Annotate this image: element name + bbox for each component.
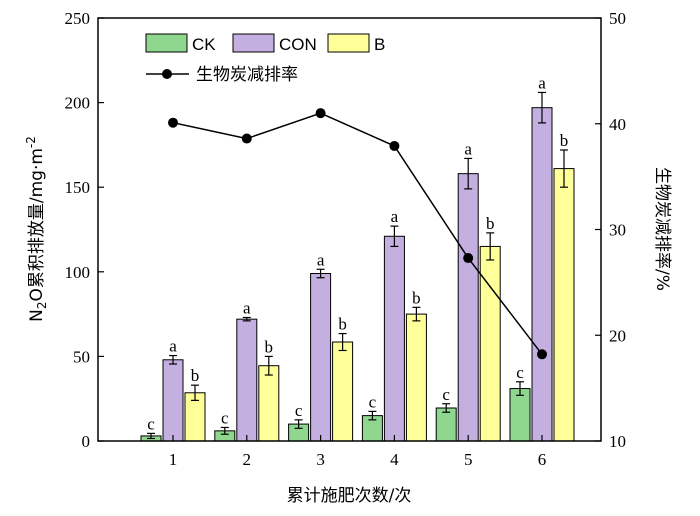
significance-label-ck: c [221,408,229,427]
y-left-tick-label: 200 [65,94,91,113]
y-axis-right-title: 生物炭减排率/% [652,167,672,291]
significance-label-ck: c [369,392,377,411]
bar-con [236,318,258,442]
significance-label-b: b [191,366,200,385]
significance-label-con: a [391,207,399,226]
significance-label-b: b [265,337,274,356]
legend-label-reduction: 生物炭减排率 [196,65,298,85]
y-left-tick-label: 150 [65,178,91,197]
significance-label-b: b [486,214,495,233]
y-left-tick-label: 250 [65,9,91,28]
significance-label-con: a [317,250,325,269]
bar-b [553,168,575,442]
reduction-point [537,349,547,360]
significance-label-ck: c [442,385,450,404]
significance-label-b: b [338,315,347,334]
bar-con [162,359,184,442]
x-tick-label: 2 [243,450,252,469]
legend-label-con: CON [279,35,317,54]
y-right-tick-label: 30 [609,221,626,240]
reduction-point [241,133,252,144]
legend-swatch-ck [145,33,188,53]
significance-label-ck: c [147,414,155,433]
significance-label-con: a [538,73,546,92]
legend-line-marker [162,69,172,79]
x-tick-label: 3 [316,450,325,469]
bar-ck [435,407,457,442]
bar-con [310,272,332,442]
significance-label-ck: c [295,401,303,420]
x-tick-label: 4 [390,450,399,469]
bar-b [258,365,280,442]
y-right-tick-label: 50 [609,9,626,28]
reduction-point [315,108,326,119]
bar-b [479,245,501,442]
bar-con [531,107,553,442]
significance-label-b: b [412,288,421,307]
reduction-point [389,140,400,151]
bar-con [383,235,405,442]
legend-label-ck: CK [192,35,216,54]
bar-ck [509,388,531,442]
significance-label-con: a [243,298,251,317]
significance-label-b: b [560,131,569,150]
x-axis-title: 累计施肥次数/次 [287,486,412,506]
legend-swatch-con [232,33,275,53]
legend-label-b: B [374,35,385,54]
y-left-tick-label: 50 [73,347,90,366]
x-tick-label: 1 [169,450,178,469]
reduction-line-layer [168,108,547,360]
y-right-tick-label: 40 [609,115,626,134]
significance-label-con: a [169,337,177,356]
legend: CK CON B 生物炭减排率 [145,33,385,85]
y-right-tick-label: 10 [609,432,626,451]
reduction-point [463,253,474,264]
significance-label-ck: c [516,363,524,382]
reduction-point [168,117,178,128]
significance-label-con: a [464,139,472,158]
y-axis-left-title: N2O累积排放量/mg·m-2 [24,136,49,322]
bar-b [405,313,427,442]
bar-con [457,173,479,442]
axes-layer: 0 50 100 150 200 250 10 20 30 40 50 1 2 3 4 5 6 [65,9,627,469]
reduction-line [172,112,543,355]
bar-b [332,341,354,442]
legend-swatch-b [327,33,370,53]
y-right-tick-label: 20 [609,326,626,345]
x-tick-label: 5 [464,450,473,469]
y-left-tick-label: 100 [65,263,91,282]
x-tick-label: 6 [538,450,547,469]
y-left-tick-label: 0 [82,432,91,451]
